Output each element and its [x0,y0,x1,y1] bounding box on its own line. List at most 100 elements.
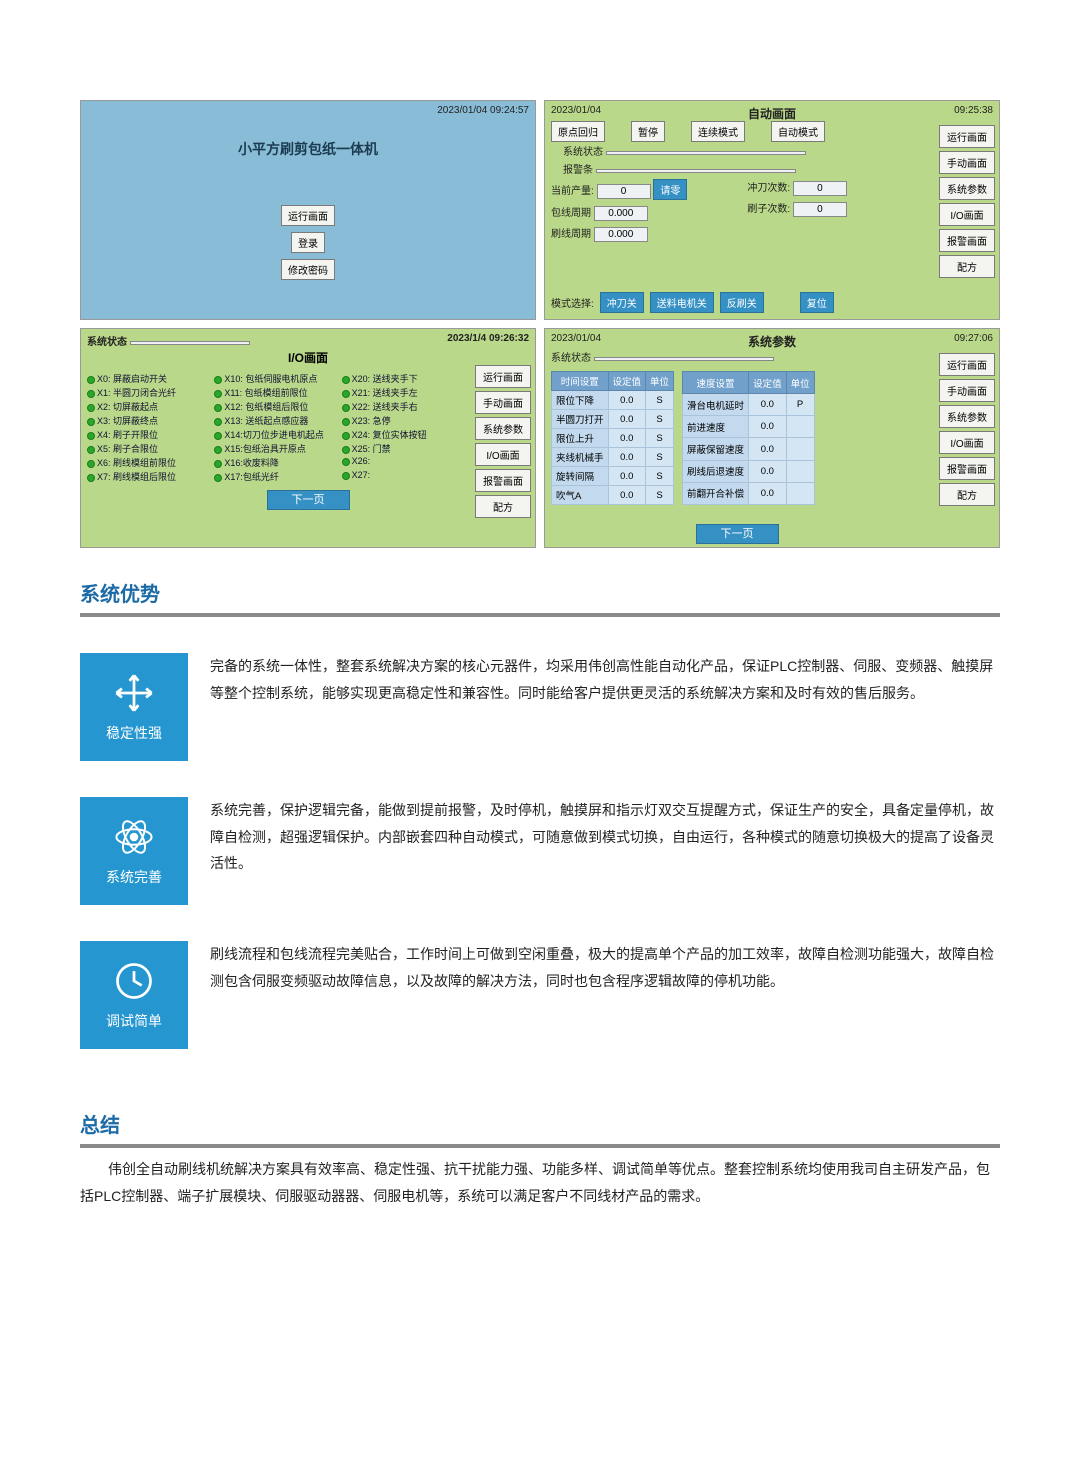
param-next-btn[interactable]: 下一页 [696,524,779,544]
io-item: X3: 切屏蔽终点 [87,414,208,427]
io-item: X11: 包纸模组前限位 [214,386,335,399]
io-item: X5: 刷子合限位 [87,442,208,455]
nav-btn-0[interactable]: 运行画面 [939,125,995,148]
auto-btn-pause[interactable]: 暂停 [631,121,665,142]
nav-btn-1[interactable]: 手动画面 [475,391,531,414]
advantage-text: 系统完善，保护逻辑完备，能做到提前报警，及时停机，触摸屏和指示灯双交互提醒方式，… [210,797,1000,905]
advantage-tile: 系统完善 [80,797,188,905]
io-timestamp: 2023/1/4 09:26:32 [447,333,529,344]
mode-btn-2[interactable]: 反刷关 [720,292,764,313]
mode-label: 模式选择: [551,295,594,310]
io-item: X0: 屏蔽启动开关 [87,372,208,385]
nav-btn-1[interactable]: 手动画面 [939,379,995,402]
nav-btn-2[interactable]: 系统参数 [939,405,995,428]
status-dot-icon [342,472,350,480]
field-value: 0 [597,184,651,199]
mode-btn-reset[interactable]: 复位 [800,292,834,313]
login-btn-pwd[interactable]: 修改密码 [281,259,335,280]
status-dot-icon [87,474,95,482]
auto-title: 自动画面 [545,105,999,122]
timestamp-right: 09:25:38 [954,105,993,116]
nav-btn-3[interactable]: I/O画面 [939,203,995,226]
summary-text: 伟创全自动刷线机统解决方案具有效率高、稳定性强、抗干扰能力强、功能多样、调试简单… [80,1156,1000,1209]
status-dot-icon [87,376,95,384]
auto-btn-home[interactable]: 原点回归 [551,121,605,142]
timestamp: 2023/01/04 09:24:57 [437,105,529,116]
status-dot-icon [342,404,350,412]
io-item: X16:收废料降 [214,456,335,469]
screen-params: 2023/01/04 系统参数 09:27:06 系统状态 时间设置设定值单位限… [544,328,1000,548]
io-item: X1: 半圆刀闭合光纤 [87,386,208,399]
divider [80,613,1000,617]
io-status-label: 系统状态 [87,337,127,348]
status-dot-icon [342,446,350,454]
col-head: 单位 [786,372,814,394]
nav-btn-0[interactable]: 运行画面 [475,365,531,388]
hmi-screenshot-grid: 2023/01/04 09:24:57 小平方刷剪包纸一体机 运行画面 登录 修… [80,100,1000,548]
param-row-label: 旋转间隔 [552,467,609,486]
advantage-title: 稳定性强 [106,723,162,743]
atom-icon [112,815,156,859]
io-next-btn[interactable]: 下一页 [267,490,350,510]
field-value: 0 [793,202,847,217]
nav-btn-4[interactable]: 报警画面 [475,469,531,492]
param-unit [786,438,814,460]
advantage-tile: 调试简单 [80,941,188,1049]
nav-btn-5[interactable]: 配方 [939,255,995,278]
auto-btn-auto[interactable]: 自动模式 [771,121,825,142]
auto-status-value [606,151,806,155]
param-row-label: 滑台电机延时 [683,394,749,416]
param-unit: S [646,429,674,448]
io-item: X26: [342,456,463,469]
clock-icon [112,959,156,1003]
param-unit: P [786,394,814,416]
advantage-row: 调试简单刷线流程和包线流程完美贴合，工作时间上可做到空闲重叠，极大的提高单个产品… [80,941,1000,1049]
mode-btn-1[interactable]: 送料电机关 [650,292,714,313]
param-value: 0.0 [608,486,646,505]
io-item: X14:切刀位步进电机起点 [214,428,335,441]
io-item: X21: 送线夹手左 [342,386,463,399]
status-dot-icon [342,376,350,384]
param-table-right: 速度设置设定值单位滑台电机延时0.0P前进速度0.0屏蔽保留速度0.0刷线后退速… [682,371,815,505]
clear-btn[interactable]: 请零 [653,179,687,200]
login-btn-login[interactable]: 登录 [291,232,325,253]
advantage-text: 刷线流程和包线流程完美贴合，工作时间上可做到空闲重叠，极大的提高单个产品的加工效… [210,941,1000,1049]
nav-btn-3[interactable]: I/O画面 [939,431,995,454]
param-table-left: 时间设置设定值单位限位下降0.0S半圆刀打开0.0S限位上升0.0S夹线机械手0… [551,371,674,505]
param-row-label: 刷线后退速度 [683,460,749,482]
nav-btn-4[interactable]: 报警画面 [939,229,995,252]
status-dot-icon [214,474,222,482]
io-item: X20: 送线夹手下 [342,372,463,385]
status-dot-icon [214,418,222,426]
param-status-label: 系统状态 [551,353,591,364]
param-row-label: 限位下降 [552,391,609,410]
nav-btn-5[interactable]: 配方 [475,495,531,518]
nav-btn-5[interactable]: 配方 [939,483,995,506]
advantages-heading: 系统优势 [80,578,1000,617]
nav-btn-4[interactable]: 报警画面 [939,457,995,480]
nav-btn-2[interactable]: 系统参数 [475,417,531,440]
io-item: X10: 包纸伺服电机原点 [214,372,335,385]
nav-btn-3[interactable]: I/O画面 [475,443,531,466]
arrows-icon [112,671,156,715]
param-value: 0.0 [749,394,787,416]
param-unit: S [646,467,674,486]
mode-btn-0[interactable]: 冲刀关 [600,292,644,313]
field-value: 0.000 [594,206,648,221]
nav-btn-0[interactable]: 运行画面 [939,353,995,376]
auto-alarm-label: 报警条 [563,165,593,176]
auto-btn-cont[interactable]: 连续模式 [691,121,745,142]
status-dot-icon [342,390,350,398]
io-item: X17:包纸光纤 [214,470,335,483]
col-head: 时间设置 [552,372,609,391]
status-dot-icon [214,376,222,384]
io-item: X2: 切屏蔽起点 [87,400,208,413]
param-unit [786,416,814,438]
col-head: 速度设置 [683,372,749,394]
col-head: 设定值 [608,372,646,391]
param-unit: S [646,448,674,467]
login-btn-run[interactable]: 运行画面 [281,205,335,226]
param-row-label: 半圆刀打开 [552,410,609,429]
nav-btn-2[interactable]: 系统参数 [939,177,995,200]
nav-btn-1[interactable]: 手动画面 [939,151,995,174]
